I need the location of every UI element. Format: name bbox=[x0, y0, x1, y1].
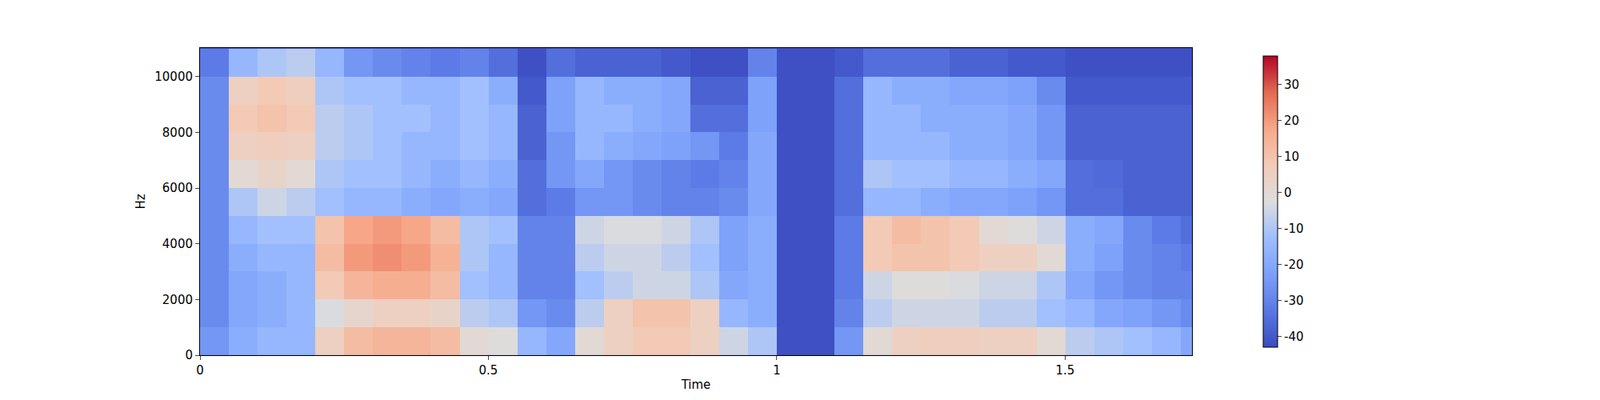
svg-text:-30: -30 bbox=[1284, 293, 1304, 308]
svg-text:4000: 4000 bbox=[162, 236, 193, 252]
svg-text:2000: 2000 bbox=[162, 292, 193, 308]
svg-text:-40: -40 bbox=[1284, 329, 1304, 344]
svg-text:8000: 8000 bbox=[162, 125, 193, 140]
svg-text:0.5: 0.5 bbox=[479, 363, 499, 378]
svg-text:-20: -20 bbox=[1284, 257, 1304, 272]
svg-text:Time: Time bbox=[680, 377, 712, 392]
svg-text:1.5: 1.5 bbox=[1055, 363, 1075, 378]
svg-text:0: 0 bbox=[184, 348, 193, 363]
svg-text:30: 30 bbox=[1284, 77, 1300, 92]
svg-text:6000: 6000 bbox=[162, 180, 193, 196]
svg-text:10000: 10000 bbox=[154, 69, 193, 84]
svg-text:0: 0 bbox=[196, 363, 204, 378]
svg-text:20: 20 bbox=[1284, 113, 1300, 128]
svg-text:-10: -10 bbox=[1284, 221, 1304, 236]
svg-text:0: 0 bbox=[1284, 185, 1292, 200]
svg-text:1: 1 bbox=[772, 363, 781, 378]
svg-text:Hz: Hz bbox=[133, 193, 148, 209]
svg-text:10: 10 bbox=[1284, 149, 1300, 164]
